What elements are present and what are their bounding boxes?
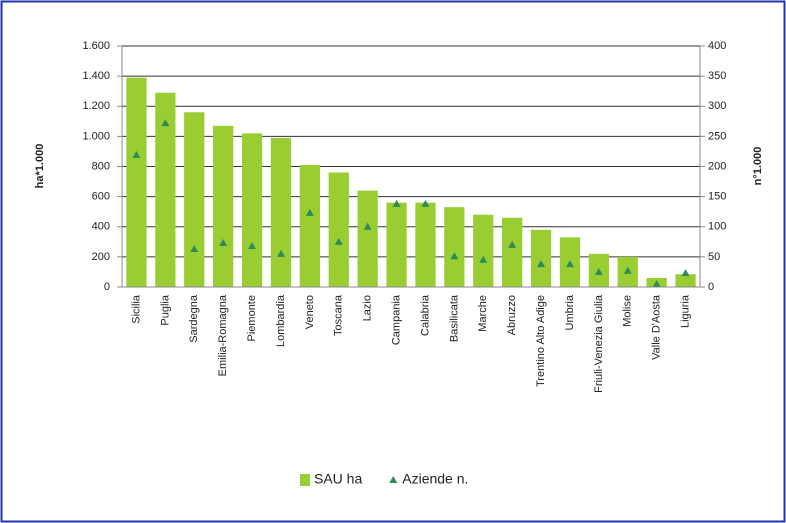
- x-tick-label: Piemonte: [246, 295, 258, 341]
- y2-tick-label: 100: [708, 221, 726, 233]
- bar: [357, 190, 378, 287]
- y-tick-label: 200: [92, 251, 110, 263]
- bar: [126, 77, 147, 287]
- x-tick-label: Veneto: [304, 295, 316, 329]
- marker: [681, 269, 690, 277]
- marker: [190, 245, 199, 253]
- x-tick-label: Abruzzo: [506, 295, 518, 335]
- x-tick-label: Toscana: [333, 294, 345, 336]
- y-axis-label: ha*1.000: [34, 144, 46, 189]
- bar: [213, 125, 234, 287]
- y2-tick-label: 200: [708, 160, 726, 172]
- x-tick-label: Calabria: [419, 294, 431, 336]
- bar: [241, 133, 263, 287]
- legend-swatch: [389, 476, 398, 483]
- y-tick-label: 800: [92, 160, 110, 172]
- marker: [276, 249, 285, 257]
- x-tick-label: Sicilia: [130, 294, 142, 324]
- y-tick-label: 600: [92, 191, 110, 203]
- x-tick-label: Sardegna: [188, 294, 200, 343]
- y2-tick-label: 250: [708, 130, 726, 142]
- bar: [155, 92, 176, 287]
- y-tick-label: 400: [92, 221, 110, 233]
- bar: [530, 229, 552, 287]
- x-tick-label: Lazio: [362, 295, 374, 321]
- legend-swatch: [300, 474, 310, 486]
- y-tick-label: 1.600: [82, 40, 110, 52]
- x-tick-label: Marche: [477, 295, 489, 332]
- bar: [270, 137, 292, 287]
- bar: [328, 172, 349, 287]
- marker: [565, 260, 574, 268]
- bar: [473, 214, 494, 287]
- bar: [299, 164, 320, 287]
- x-tick-label: Puglia: [159, 294, 171, 325]
- y2-tick-label: 50: [708, 251, 720, 263]
- bar: [415, 202, 436, 287]
- marker: [652, 279, 661, 287]
- x-tick-label: Emilia-Romagna: [217, 294, 229, 376]
- y2-axis-label: n°1.000: [752, 147, 764, 186]
- bar: [444, 207, 465, 287]
- marker: [594, 267, 603, 275]
- y2-tick-label: 0: [708, 281, 714, 293]
- x-tick-label: Umbria: [564, 294, 576, 330]
- y-tick-label: 1.000: [82, 130, 110, 142]
- x-tick-label: Friuli-Venezia Giulia: [593, 294, 605, 393]
- x-tick-label: Trentino Alto Adige: [535, 295, 547, 387]
- x-tick-label: Molise: [622, 295, 634, 327]
- marker: [421, 199, 430, 207]
- x-tick-label: Valle D'Aosta: [651, 294, 663, 360]
- marker: [219, 239, 228, 247]
- x-tick-label: Liguria: [679, 294, 691, 328]
- marker: [161, 119, 170, 127]
- y2-tick-label: 400: [708, 40, 726, 52]
- bar: [386, 202, 407, 287]
- y2-tick-label: 300: [708, 100, 726, 112]
- bar: [184, 112, 205, 288]
- marker: [392, 199, 401, 207]
- x-tick-label: Basilicata: [448, 294, 460, 342]
- marker: [132, 151, 141, 159]
- marker: [623, 266, 632, 274]
- bar: [675, 274, 696, 287]
- bar: [502, 217, 523, 287]
- marker: [248, 242, 257, 250]
- y-tick-label: 0: [104, 281, 110, 293]
- y-tick-label: 1.400: [82, 70, 110, 82]
- y2-tick-label: 350: [708, 70, 726, 82]
- marker: [479, 255, 488, 263]
- marker: [450, 252, 459, 260]
- marker: [508, 240, 517, 248]
- marker: [363, 222, 372, 230]
- marker: [305, 208, 314, 216]
- marker: [334, 237, 343, 245]
- y2-tick-label: 150: [708, 191, 726, 203]
- y-tick-label: 1.200: [82, 100, 110, 112]
- marker: [537, 260, 546, 268]
- x-tick-label: Lombardia: [275, 294, 287, 347]
- legend-label: Aziende n.: [402, 471, 468, 487]
- legend-label: SAU ha: [314, 471, 362, 487]
- x-tick-label: Campania: [390, 294, 402, 345]
